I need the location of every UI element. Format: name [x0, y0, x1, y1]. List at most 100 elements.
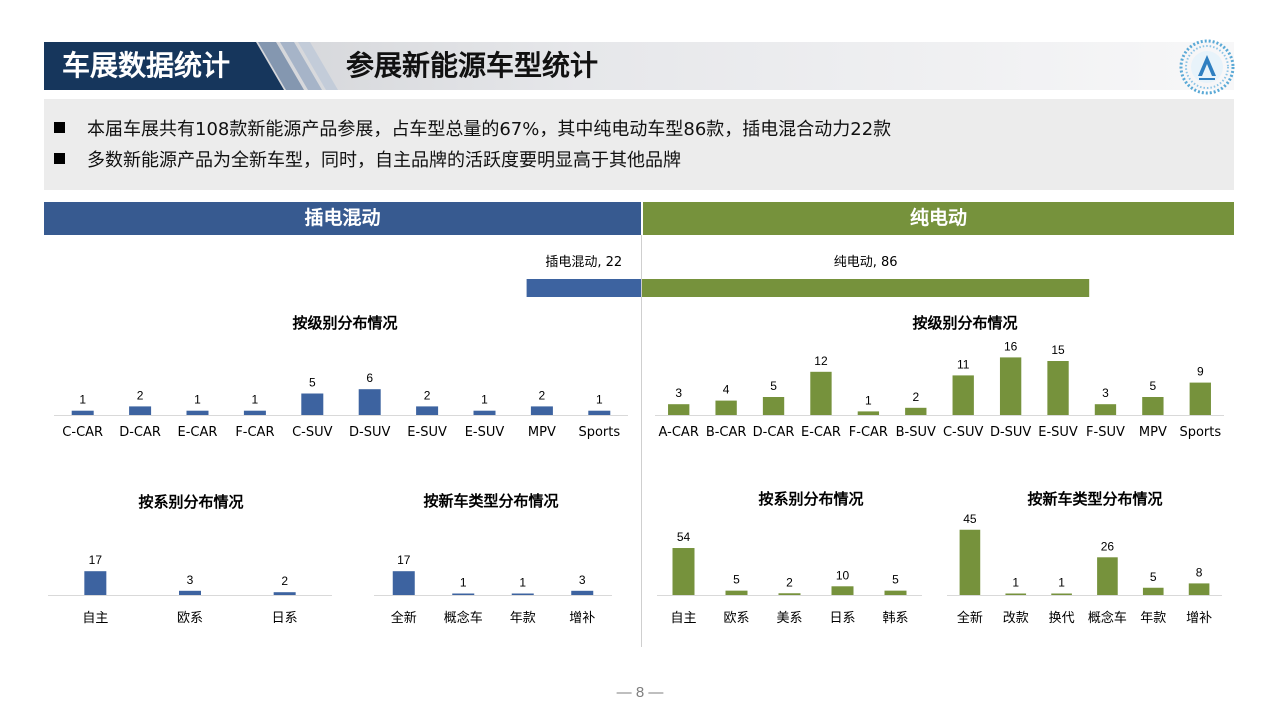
phev-newtype-tick-label-4: 增补	[569, 611, 595, 626]
bev-newtype-bar-1	[959, 529, 981, 595]
phev-level-data-label-3: 1	[194, 393, 201, 407]
bev-level-data-label-1: 3	[675, 386, 682, 400]
total-data-label-bev: 纯电动, 86	[834, 255, 898, 270]
phev-brand-tick-label-1: 自主	[82, 611, 108, 626]
phev-newtype-tick-label-3: 年款	[510, 611, 536, 626]
phev-level-tick-label-1: C-CAR	[62, 425, 103, 440]
bev-newtype-tick-label-4: 概念车	[1088, 610, 1127, 626]
phev-level-bar-6	[358, 389, 381, 415]
phev-brand-data-label-1: 17	[89, 553, 103, 567]
bev-newtype-bar-4	[1097, 557, 1118, 595]
phev-level-bar-4	[243, 410, 266, 415]
bev-brand-tick-label-1: 自主	[670, 611, 696, 626]
bev-level-data-label-3: 5	[770, 379, 777, 393]
bev-brand-bar-3	[778, 593, 801, 595]
phev-level-bar-8	[473, 410, 496, 415]
title-tab	[44, 42, 338, 90]
phev-level-data-label-7: 2	[424, 388, 431, 402]
bev-newtype-data-label-3: 1	[1058, 576, 1065, 590]
bev-level-data-label-6: 2	[912, 390, 919, 404]
phev-level-data-label-4: 1	[252, 393, 259, 407]
bev-newtype-data-label-4: 26	[1101, 539, 1115, 553]
bev-level-tick-label-10: F-SUV	[1086, 425, 1125, 440]
section-divider	[641, 235, 642, 647]
bev-newtype-bar-6	[1188, 583, 1210, 595]
phev-newtype-data-label-3: 1	[519, 576, 526, 590]
phev-level-tick-label-10: Sports	[578, 425, 620, 440]
bev-newtype-data-label-1: 45	[963, 512, 977, 526]
bev-level-tick-label-1: A-CAR	[659, 425, 699, 440]
bev-newtype-title: 按新车类型分布情况	[1027, 490, 1162, 508]
bev-level-bar-3	[762, 397, 785, 415]
bev-newtype-data-label-5: 5	[1150, 570, 1157, 584]
bev-level-data-label-12: 9	[1197, 365, 1204, 379]
bev-level-bar-6	[905, 407, 927, 415]
bev-level-bar-1	[668, 404, 690, 415]
bev-newtype-data-label-2: 1	[1012, 576, 1019, 590]
bev-newtype-data-label-6: 8	[1196, 565, 1203, 579]
page-number: — 8 —	[616, 684, 664, 701]
total-bar-phev	[526, 279, 641, 297]
phev-newtype-data-label-2: 1	[460, 576, 467, 590]
bev-brand-data-label-1: 54	[677, 530, 691, 544]
phev-level-bar-5	[301, 393, 324, 415]
bev-brand-data-label-2: 5	[733, 573, 740, 587]
bullet-text: 本届车展共有108款新能源产品参展，占车型总量的67%，其中纯电动车型86款，插…	[87, 119, 892, 140]
section-header-phev: 插电混动	[44, 202, 641, 235]
bev-level-bar-5	[857, 411, 880, 415]
bev-brand-data-label-3: 2	[786, 575, 793, 589]
phev-newtype-data-label-4: 3	[579, 573, 586, 587]
bev-brand-bar-5	[884, 590, 907, 595]
bev-level-tick-label-7: C-SUV	[943, 425, 984, 440]
bev-level-bar-4	[810, 371, 832, 415]
bullet-item: 本届车展共有108款新能源产品参展，占车型总量的67%，其中纯电动车型86款，插…	[54, 116, 891, 144]
phev-level-tick-label-4: F-CAR	[235, 425, 274, 440]
phev-level-data-label-9: 2	[539, 388, 546, 402]
phev-level-tick-label-9: MPV	[528, 425, 556, 440]
bev-level-bar-2	[715, 400, 737, 415]
bev-level-data-label-9: 15	[1051, 343, 1065, 357]
main-title: 车展数据统计	[62, 49, 231, 82]
phev-brand-bar-1	[84, 571, 107, 595]
bev-level-data-label-10: 3	[1102, 386, 1109, 400]
phev-level-bar-3	[186, 410, 209, 415]
bev-level-tick-label-3: D-CAR	[753, 425, 795, 440]
phev-brand-title: 按系别分布情况	[138, 493, 243, 511]
bev-brand-data-label-5: 5	[892, 573, 899, 587]
phev-level-bar-9	[530, 406, 553, 415]
bev-level-tick-label-5: F-CAR	[849, 425, 888, 440]
bev-level-data-label-2: 4	[723, 383, 730, 397]
bev-brand-tick-label-5: 韩系	[882, 611, 908, 626]
bev-newtype-bar-2	[1005, 593, 1027, 595]
logo-icon	[1179, 39, 1235, 95]
phev-brand-data-label-3: 2	[281, 574, 288, 588]
bev-level-bar-8	[999, 357, 1022, 415]
phev-level-bar-1	[71, 410, 94, 415]
phev-brand-bar-2	[179, 590, 201, 595]
summary-box: 本届车展共有108款新能源产品参展，占车型总量的67%，其中纯电动车型86款，插…	[44, 99, 1234, 190]
bev-brand-data-label-4: 10	[836, 568, 850, 582]
bev-brand-tick-label-2: 欧系	[723, 611, 749, 626]
section-header-bev: 纯电动	[643, 202, 1234, 235]
phev-level-tick-label-3: E-CAR	[178, 425, 218, 440]
bev-newtype-tick-label-1: 全新	[957, 610, 983, 626]
phev-level-bar-7	[416, 406, 439, 415]
phev-level-data-label-6: 6	[366, 371, 373, 385]
phev-level-tick-label-5: C-SUV	[292, 425, 333, 440]
bev-level-bar-11	[1142, 397, 1164, 415]
bullet-text: 多数新能源产品为全新车型，同时，自主品牌的活跃度要明显高于其他品牌	[87, 150, 681, 171]
bev-level-bar-10	[1094, 404, 1117, 415]
bev-level-title: 按级别分布情况	[912, 314, 1017, 332]
phev-level-tick-label-2: D-CAR	[119, 425, 161, 440]
phev-level-data-label-1: 1	[79, 393, 86, 407]
bev-newtype-tick-label-3: 换代	[1049, 611, 1075, 626]
bev-level-data-label-5: 1	[865, 393, 872, 407]
phev-level-data-label-8: 1	[481, 393, 488, 407]
phev-newtype-bar-3	[511, 593, 534, 595]
bev-newtype-bar-3	[1051, 593, 1072, 595]
phev-newtype-tick-label-2: 概念车	[444, 610, 483, 626]
phev-level-title: 按级别分布情况	[292, 314, 397, 332]
bev-level-tick-label-8: D-SUV	[990, 425, 1031, 440]
phev-brand-bar-3	[273, 592, 296, 595]
